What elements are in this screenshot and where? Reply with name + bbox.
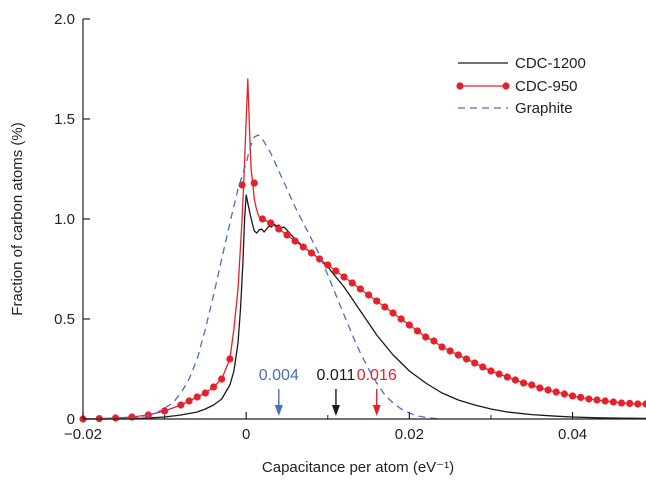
data-point-cdc-950 [283, 231, 291, 239]
y-tick-label: 0 [67, 411, 75, 428]
data-point-cdc-950 [365, 291, 373, 299]
y-tick-label: 1.0 [54, 211, 75, 228]
legend-marker-cdc-950-right [502, 82, 510, 90]
data-point-cdc-950 [299, 243, 307, 251]
series-line-graphite [82, 134, 443, 420]
data-point-cdc-950 [405, 321, 413, 329]
y-tick-label: 2.0 [54, 11, 75, 28]
data-point-cdc-950 [193, 393, 201, 401]
data-point-cdc-950 [520, 379, 528, 387]
data-point-cdc-950 [413, 327, 422, 335]
y-tick-label: 0.5 [54, 311, 75, 328]
annotation-arrow-head [372, 405, 381, 416]
data-point-cdc-950 [373, 297, 381, 305]
data-point-cdc-950 [577, 393, 585, 401]
data-point-cdc-950 [291, 237, 299, 245]
data-point-cdc-950 [340, 273, 348, 281]
data-point-cdc-950 [356, 285, 364, 293]
data-point-cdc-950 [438, 343, 446, 351]
data-point-cdc-950 [185, 397, 193, 405]
x-tick-label: 0.04 [558, 426, 587, 443]
legend-marker-cdc-950-left [456, 82, 464, 90]
data-point-cdc-950 [462, 355, 471, 363]
annotation-arrow-head [274, 405, 283, 416]
data-point-cdc-950 [536, 384, 544, 392]
data-point-cdc-950 [471, 359, 479, 367]
data-point-cdc-950 [585, 395, 593, 403]
annotation-arrow-head [331, 405, 340, 416]
data-point-cdc-950 [389, 309, 397, 317]
data-point-cdc-950 [487, 367, 495, 375]
legend-label-graphite: Graphite [515, 100, 573, 117]
legend-label-cdc-950: CDC-950 [515, 78, 578, 95]
data-point-cdc-950 [258, 215, 267, 223]
data-point-cdc-950 [454, 351, 462, 359]
data-point-cdc-950 [446, 347, 454, 355]
data-point-cdc-950 [617, 399, 626, 407]
annotation-label: 0.004 [259, 367, 299, 384]
data-point-cdc-950 [503, 373, 511, 381]
data-point-cdc-950 [601, 397, 609, 405]
data-point-cdc-950 [593, 396, 601, 404]
data-point-cdc-950 [161, 407, 169, 415]
annotation-layer: 0.004 0.011 0.016 [259, 367, 397, 416]
data-point-cdc-950 [381, 303, 389, 311]
legend-label-cdc-1200: CDC-1200 [515, 55, 586, 72]
y-tick-label: 1.5 [54, 111, 75, 128]
data-point-cdc-950 [324, 261, 332, 269]
data-point-cdc-950 [275, 225, 283, 233]
data-point-cdc-950 [569, 392, 577, 400]
data-point-cdc-950 [634, 400, 642, 408]
axes-layer: 00.51.01.52.0−0.02 0 0.02 0.04 [54, 11, 646, 443]
series-line-cdc-1200 [83, 194, 646, 420]
series-layer [79, 78, 646, 423]
data-point-cdc-950 [226, 355, 234, 363]
data-point-cdc-950 [210, 383, 218, 391]
annotation-label: 0.011 [317, 367, 356, 384]
x-axis-label: Capacitance per atom (eV⁻¹) [262, 459, 454, 476]
data-point-cdc-950 [511, 376, 519, 384]
x-tick-label: −0.02 [64, 426, 102, 443]
data-point-cdc-950 [422, 333, 430, 341]
data-point-cdc-950 [177, 401, 185, 409]
data-point-cdc-950 [348, 279, 356, 287]
data-point-cdc-950 [495, 370, 503, 378]
data-point-cdc-950 [112, 414, 120, 422]
data-point-cdc-950 [430, 337, 438, 345]
y-axis-label: Fraction of carbon atoms (%) [9, 122, 26, 315]
data-point-cdc-950 [552, 388, 560, 396]
data-point-cdc-950 [528, 381, 536, 389]
data-point-cdc-950 [201, 389, 209, 397]
data-point-cdc-950 [609, 398, 618, 406]
data-point-cdc-950 [544, 386, 552, 394]
data-point-cdc-950 [218, 375, 226, 383]
x-tick-label: 0.02 [395, 426, 424, 443]
data-point-cdc-950 [267, 219, 275, 227]
data-point-cdc-950 [479, 363, 487, 371]
data-point-cdc-950 [397, 315, 405, 323]
data-point-cdc-950 [642, 400, 646, 408]
x-tick-label: 0 [242, 426, 250, 443]
data-point-cdc-950 [250, 179, 258, 187]
data-point-cdc-950 [560, 390, 569, 398]
annotation-label: 0.016 [357, 367, 397, 384]
data-point-cdc-950 [332, 267, 340, 275]
legend: CDC-1200 CDC-950 Graphite [456, 55, 586, 117]
data-point-cdc-950 [626, 399, 634, 407]
data-point-cdc-950 [307, 249, 316, 257]
